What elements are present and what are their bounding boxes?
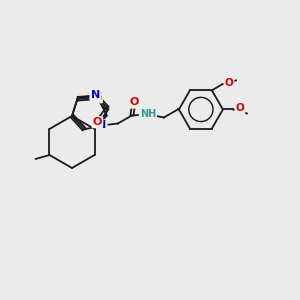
Text: N: N [97,121,106,130]
Text: O: O [93,117,102,127]
Text: N: N [91,90,100,100]
Text: NH: NH [140,110,156,119]
Text: O: O [129,98,139,107]
Text: O: O [224,78,233,88]
Text: S: S [94,92,102,102]
Text: O: O [236,103,244,113]
